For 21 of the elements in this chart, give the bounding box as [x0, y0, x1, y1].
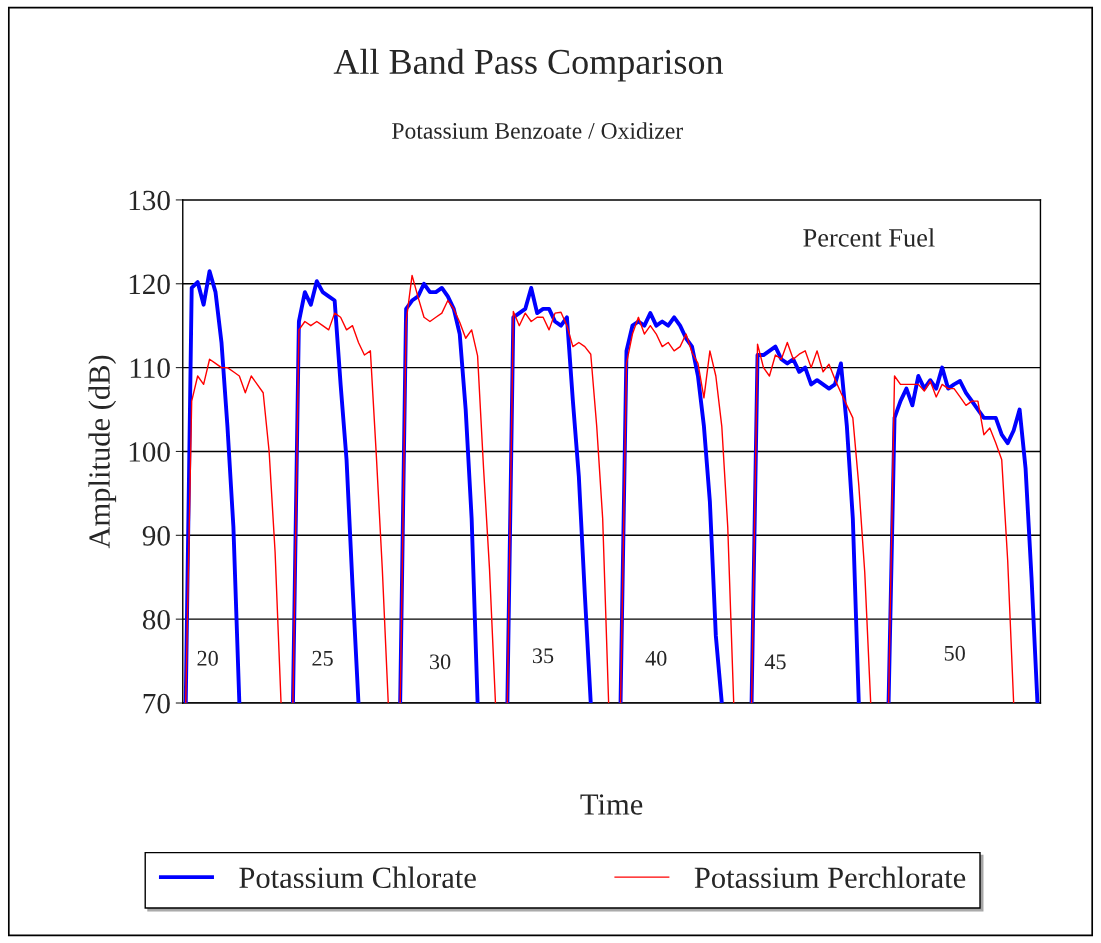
annotation: Percent Fuel [803, 228, 935, 247]
annotation: 30 [430, 654, 451, 670]
annotation: 25 [312, 650, 333, 666]
y-axis-title: Amplitude (dB) [88, 355, 117, 549]
annotation: 50 [944, 645, 965, 661]
y-tick-label: 110 [130, 358, 170, 379]
chart-subtitle: Potassium Benzoate / Oxidizer [392, 122, 683, 139]
y-tick-label: 80 [142, 609, 170, 630]
y-tick-label: 100 [129, 442, 170, 462]
y-tick-label: 120 [129, 274, 170, 295]
y-tick-label: 130 [129, 190, 170, 211]
y-tick-label: 70 [143, 693, 170, 714]
annotation: 45 [764, 654, 786, 670]
annotation: 35 [532, 648, 554, 664]
chart-title: All Band Pass Comparison [333, 48, 724, 82]
annotation: 20 [197, 650, 218, 666]
legend-label: Potassium Chlorate [239, 866, 476, 889]
legend-label: Potassium Perchlorate [694, 866, 966, 889]
y-tick-label: 90 [142, 526, 170, 546]
x-axis-title: Time [580, 794, 643, 815]
annotation: 40 [645, 650, 667, 666]
